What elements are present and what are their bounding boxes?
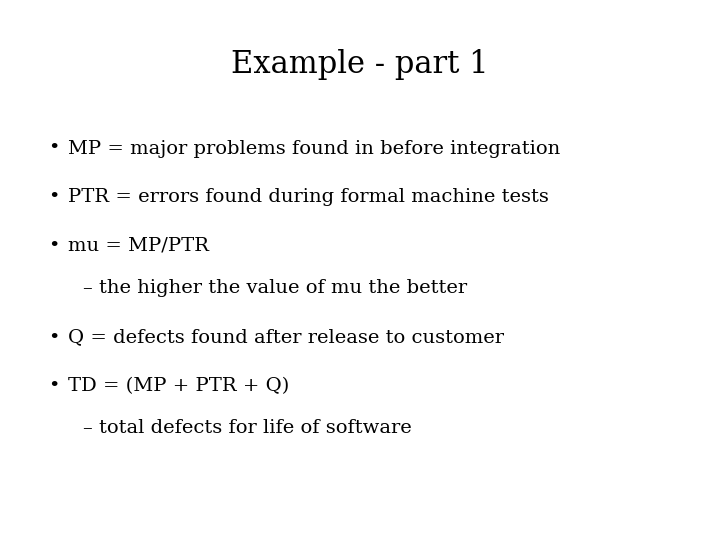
Text: •: •	[48, 188, 60, 206]
Text: •: •	[48, 237, 60, 255]
Text: PTR = errors found during formal machine tests: PTR = errors found during formal machine…	[68, 188, 549, 206]
Text: mu = MP/PTR: mu = MP/PTR	[68, 237, 210, 255]
Text: – total defects for life of software: – total defects for life of software	[83, 419, 412, 437]
Text: MP = major problems found in before integration: MP = major problems found in before inte…	[68, 139, 561, 158]
Text: Example - part 1: Example - part 1	[231, 49, 489, 80]
Text: •: •	[48, 377, 60, 395]
Text: TD = (MP + PTR + Q): TD = (MP + PTR + Q)	[68, 377, 289, 395]
Text: •: •	[48, 328, 60, 347]
Text: •: •	[48, 139, 60, 158]
Text: Q = defects found after release to customer: Q = defects found after release to custo…	[68, 328, 505, 347]
Text: – the higher the value of mu the better: – the higher the value of mu the better	[83, 279, 467, 297]
